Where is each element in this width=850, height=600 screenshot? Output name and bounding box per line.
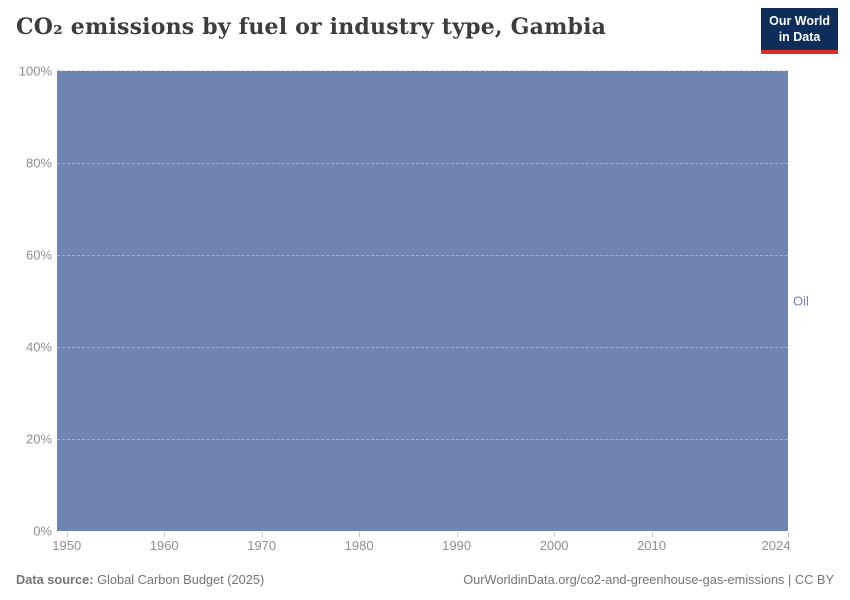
x-axis-tick-label: 2000 — [539, 538, 569, 553]
owid-logo-line2: in Data — [778, 29, 821, 44]
y-axis-tick-label: 0% — [33, 523, 52, 539]
x-axis-tick-label: 2024 — [761, 538, 791, 553]
y-axis-tick-label: 40% — [25, 339, 52, 355]
license-link[interactable]: OurWorldinData.org/co2-and-greenhouse-ga… — [463, 572, 834, 587]
chart-title: CO₂ emissions by fuel or industry type, … — [16, 14, 607, 40]
x-axis-tick-mark — [66, 532, 68, 537]
x-axis-tick-mark — [261, 532, 263, 537]
y-axis-tick-label: 60% — [25, 247, 52, 263]
y-axis-tick-label: 20% — [25, 431, 52, 447]
y-axis-tick-label: 80% — [25, 155, 52, 171]
y-axis-tick-label: 100% — [18, 63, 52, 79]
x-axis-tick-label: 1960 — [149, 538, 179, 553]
y-gridline — [57, 163, 788, 164]
y-gridline — [57, 439, 788, 440]
x-axis-tick-mark — [359, 532, 361, 537]
data-source-label: Data source: — [16, 572, 94, 587]
y-axis: 0% 20% 40% 60% 80% 100% — [0, 64, 52, 539]
y-gridline-100 — [57, 70, 788, 71]
y-gridline — [57, 347, 788, 348]
series-label-oil: Oil — [793, 293, 809, 309]
x-axis-tick-label: 1950 — [52, 538, 82, 553]
owid-logo[interactable]: Our World in Data — [761, 8, 838, 55]
x-axis-tick-mark — [554, 532, 556, 537]
x-axis-tick-label: 1980 — [344, 538, 374, 553]
x-axis-tick-mark — [651, 532, 653, 537]
x-axis-tick-label: 1970 — [247, 538, 277, 553]
x-axis-tick-label: 1990 — [442, 538, 472, 553]
chart-footer: Data source: Global Carbon Budget (2025)… — [16, 572, 834, 587]
x-axis: 1950 1960 1970 1980 1990 2000 2010 2024 — [52, 531, 791, 559]
x-axis-tick-mark — [456, 532, 458, 537]
data-source-note: Data source: Global Carbon Budget (2025) — [16, 572, 264, 587]
y-gridline — [57, 255, 788, 256]
x-axis-tick-mark — [788, 532, 789, 537]
x-axis-tick-label: 2010 — [637, 538, 666, 553]
plot-area[interactable] — [57, 71, 788, 531]
owid-logo-line1: Our World — [769, 14, 830, 28]
x-axis-tick-mark — [164, 532, 166, 537]
data-source-value: Global Carbon Budget (2025) — [97, 572, 265, 587]
